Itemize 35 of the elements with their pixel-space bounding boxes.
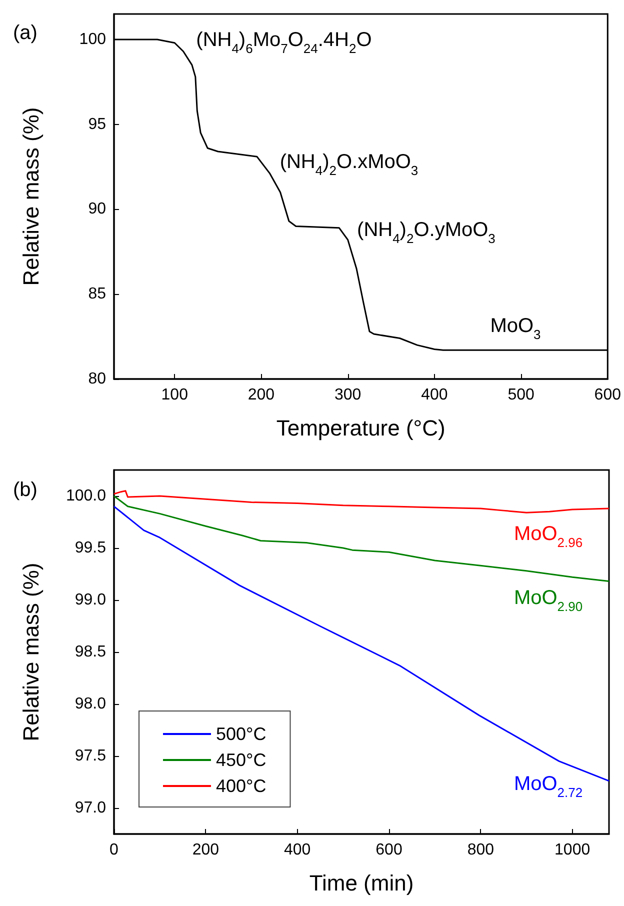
y-tick-label: 100.0 bbox=[66, 488, 106, 504]
y-tick-label: 99.0 bbox=[74, 592, 106, 608]
x-tick-label: 600 bbox=[376, 842, 402, 858]
x-tick-label: 300 bbox=[334, 386, 362, 404]
y-tick-label: 95 bbox=[88, 116, 106, 133]
x-tick-label: 800 bbox=[467, 842, 494, 858]
legend-label: 500°C bbox=[216, 724, 266, 744]
y-tick-label: 97.0 bbox=[74, 800, 106, 816]
line-series bbox=[113, 490, 610, 514]
line-series bbox=[113, 495, 610, 582]
y-tick-label: 98.5 bbox=[74, 644, 106, 660]
y-tick-label: 80 bbox=[88, 370, 106, 388]
y-axis-title: Relative mass (%) bbox=[18, 107, 44, 286]
y-tick-label: 97.5 bbox=[74, 748, 106, 764]
x-tick-label: 0 bbox=[110, 842, 119, 858]
x-tick-label: 600 bbox=[594, 386, 622, 404]
x-tick-label: 100 bbox=[161, 386, 188, 404]
x-tick-label: 1000 bbox=[554, 842, 590, 858]
x-tick-label: 500 bbox=[508, 386, 534, 404]
y-tick-label: 98.0 bbox=[74, 696, 106, 712]
x-tick-label: 400 bbox=[421, 386, 448, 404]
x-tick-label: 200 bbox=[248, 386, 275, 404]
x-axis-title: Temperature (°C) bbox=[276, 416, 446, 440]
y-tick-label: 99.5 bbox=[74, 540, 106, 556]
legend-label: 450°C bbox=[216, 750, 266, 770]
chart-title: (a) bbox=[13, 22, 38, 44]
y-tick-label: 100 bbox=[79, 30, 106, 48]
chart-title: (b) bbox=[13, 479, 38, 501]
x-axis-title: Time (min) bbox=[309, 870, 414, 896]
y-axis-title: Relative mass (%) bbox=[18, 562, 44, 742]
legend-label: 400°C bbox=[216, 776, 266, 796]
x-tick-label: 400 bbox=[284, 842, 311, 858]
y-tick-label: 90 bbox=[88, 200, 106, 218]
y-tick-label: 85 bbox=[88, 286, 106, 303]
x-tick-label: 200 bbox=[192, 842, 220, 858]
